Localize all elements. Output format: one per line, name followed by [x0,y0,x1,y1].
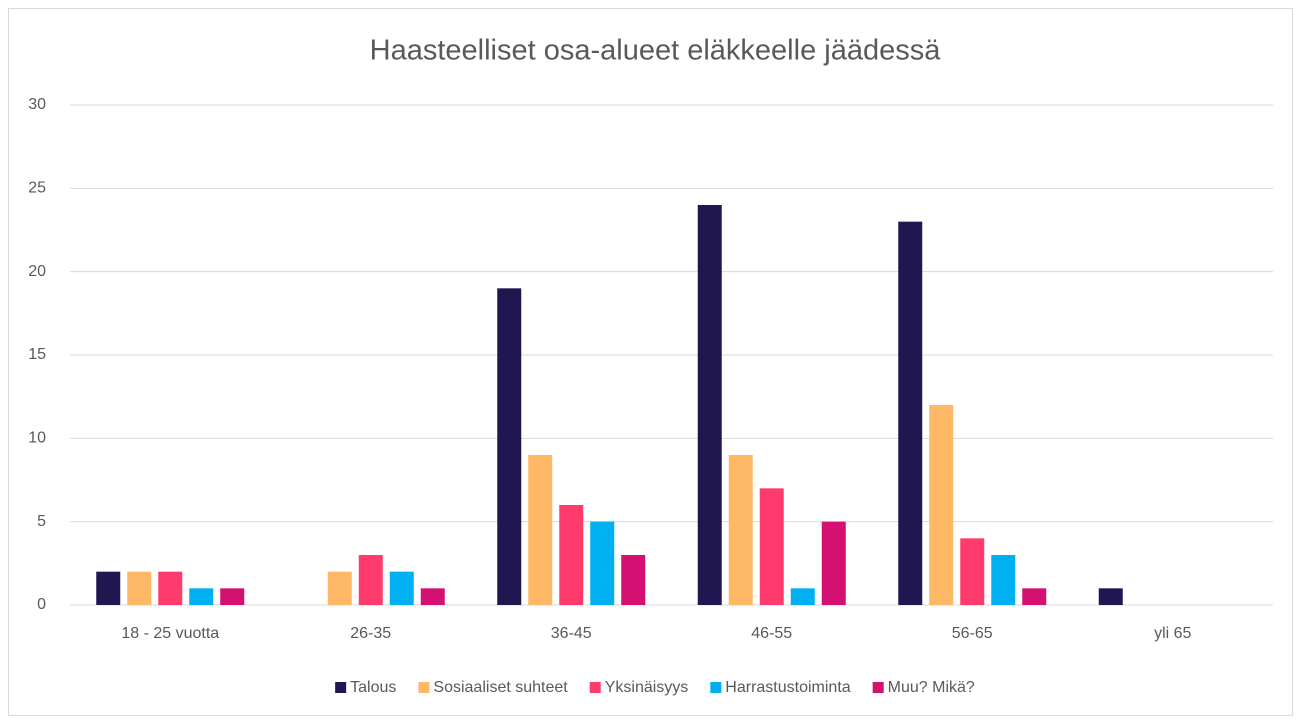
legend-swatch [710,682,722,693]
chart-title: Haasteelliset osa-alueet eläkkeelle jääd… [370,35,942,67]
y-tick-label: 20 [28,263,46,280]
y-tick-label: 5 [37,513,46,530]
bar [898,221,923,605]
y-tick-label: 0 [37,596,46,613]
bar [127,571,152,605]
bar [1098,588,1123,605]
x-tick-label: yli 65 [1154,625,1191,642]
legend-swatch [589,682,601,693]
bar [621,555,646,605]
legend-label: Talous [350,679,396,696]
bar [697,205,722,605]
bar [158,571,183,605]
bar [960,538,985,605]
legend-label: Sosiaaliset suhteet [433,679,568,696]
bar [497,288,522,605]
y-tick-label: 25 [28,180,46,197]
bar [389,571,414,605]
x-tick-label: 46-55 [751,625,792,642]
legend-swatch [872,682,884,693]
bar [528,455,553,605]
legend-swatch [335,682,347,693]
y-tick-label: 10 [28,430,46,447]
legend-label: Harrastustoiminta [725,679,850,696]
bar [821,521,846,605]
y-tick-label: 15 [28,346,46,363]
bar [358,555,383,605]
bar [759,488,784,605]
x-tick-label: 18 - 25 vuotta [121,625,219,642]
x-tick-label: 26-35 [350,625,391,642]
bar [790,588,815,605]
bar [559,505,584,605]
bar [728,455,753,605]
legend-label: Muu? Mikä? [888,679,975,696]
bar [929,405,954,605]
legend-swatch [418,682,430,693]
bar [420,588,445,605]
x-tick-label: 56-65 [952,625,993,642]
x-tick-label: 36-45 [551,625,592,642]
bar [96,571,121,605]
bar [189,588,214,605]
legend-label: Yksinäisyys [605,679,689,696]
chart-frame [8,8,1293,716]
y-tick-label: 30 [28,96,46,113]
bar [991,555,1016,605]
bar [590,521,615,605]
bar [1022,588,1047,605]
bar [327,571,352,605]
bar [220,588,245,605]
